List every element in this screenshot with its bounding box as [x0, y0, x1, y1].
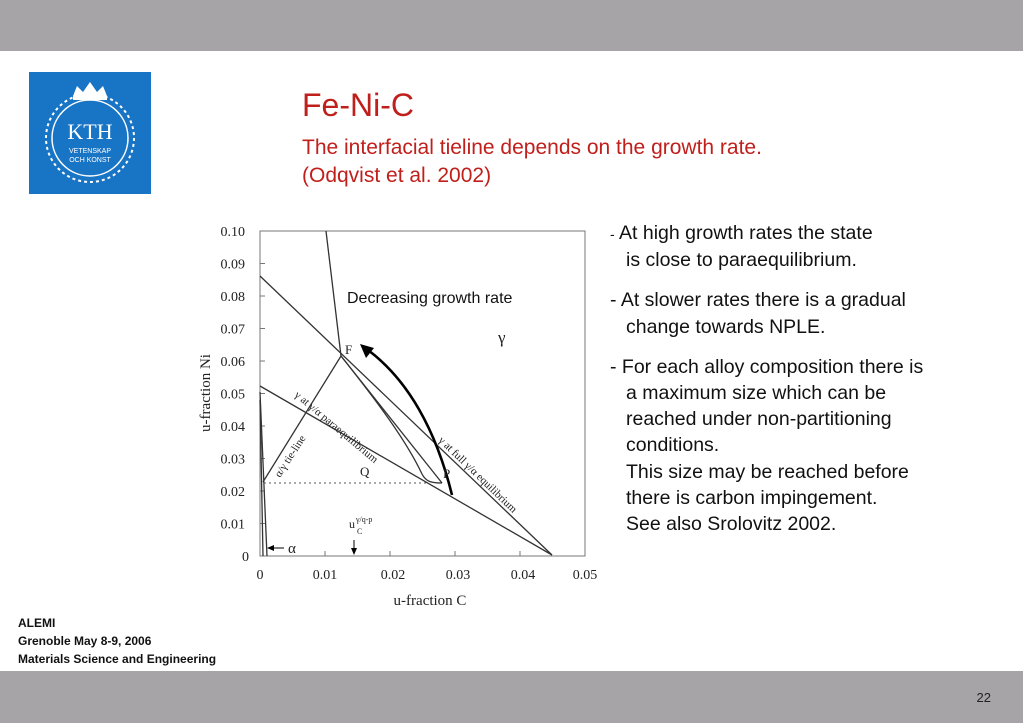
uc-label: u: [349, 517, 355, 531]
bullet-list: - At high growth rates the state is clos…: [610, 220, 1020, 551]
x-tick-label: 0.01: [313, 568, 338, 583]
phase-diagram: 0.10 0.09 0.08 0.07 0.06 0.05 0.04 0.03 …: [196, 210, 606, 615]
y-tick-label: 0: [242, 550, 249, 565]
svg-text:VETENSKAP: VETENSKAP: [69, 148, 111, 155]
footer: ALEMI Grenoble May 8-9, 2006 Materials S…: [18, 614, 216, 668]
subtitle-line-2: (Odqvist et al. 2002): [302, 164, 492, 187]
slide-title: Fe-Ni-C: [302, 87, 414, 123]
footer-line-2: Grenoble May 8-9, 2006: [18, 634, 152, 648]
alpha-boundary-line: [259, 391, 268, 557]
steep-boundary-line: [325, 230, 342, 357]
x-tick-label: 0.04: [511, 568, 536, 583]
y-tick-label: 0.03: [221, 453, 246, 468]
slide-subtitle: The interfacial tieline depends on the g…: [302, 134, 962, 190]
x-tick-label: 0.03: [446, 568, 471, 583]
page-number: 22: [976, 690, 991, 705]
x-tick-label: 0.02: [381, 568, 406, 583]
alpha-label: α: [288, 541, 296, 557]
top-banner: [0, 0, 1023, 51]
footer-line-1: ALEMI: [18, 616, 56, 630]
growth-rate-arrow: [367, 348, 454, 496]
tie-line: [262, 355, 342, 483]
bottom-banner: [0, 671, 1023, 723]
point-Q-label: Q: [360, 464, 370, 479]
growth-rate-annotation: Decreasing growth rate: [344, 290, 516, 308]
lower-boundary-line: [259, 385, 553, 556]
point-F-label: F: [345, 342, 352, 357]
y-tick-marks: [260, 230, 265, 524]
y-tick-label: 0.08: [221, 290, 246, 305]
kth-crown-logo-icon: KTH VETENSKAP OCH KONST: [45, 82, 135, 183]
bullet-1: - At high growth rates the state is clos…: [610, 222, 873, 272]
plot-frame: [259, 230, 586, 557]
y-tick-label: 0.01: [221, 518, 246, 533]
paraequilibrium-line-label: γ at γ/α paraequilibrium: [291, 388, 380, 466]
full-equilibrium-line: [259, 275, 553, 556]
kth-logo: KTH VETENSKAP OCH KONST: [29, 72, 151, 194]
y-axis-label: u-fraction Ni: [198, 354, 214, 432]
y-tick-label: 0.02: [221, 485, 246, 500]
y-tick-label: 0.04: [221, 420, 246, 435]
x-tick-label: 0.05: [573, 568, 598, 583]
footer-line-3: Materials Science and Engineering: [18, 652, 217, 666]
y-tick-label: 0.07: [221, 323, 246, 338]
alpha-boundary-line-2: [259, 399, 264, 557]
uc-arrow-icon: [351, 548, 357, 555]
x-axis-label: u-fraction C: [394, 593, 467, 609]
y-tick-label: 0.10: [221, 225, 246, 240]
y-tick-label: 0.05: [221, 388, 246, 403]
uc-sub-label: C: [357, 527, 362, 536]
svg-text:OCH KONST: OCH KONST: [69, 157, 111, 164]
bullet-3: - For each alloy composition there is a …: [610, 355, 924, 536]
svg-text:KTH: KTH: [67, 119, 112, 144]
y-tick-label: 0.06: [221, 355, 246, 370]
gamma-label: γ: [497, 328, 506, 347]
subtitle-line-1: The interfacial tieline depends on the g…: [302, 136, 762, 159]
point-P-label: P: [443, 466, 450, 481]
tie-line-label: α/γ tie-line: [272, 433, 308, 480]
bullet-2: - At slower rates there is a gradual cha…: [610, 289, 906, 338]
y-tick-label: 0.09: [221, 258, 246, 273]
x-tick-label: 0: [257, 568, 264, 583]
alpha-arrow-icon: [267, 545, 274, 551]
uc-sup-label: γ/q-p: [355, 515, 372, 524]
curved-path: [340, 355, 443, 484]
x-tick-marks: [324, 551, 521, 556]
arrowhead-icon: [360, 344, 374, 358]
